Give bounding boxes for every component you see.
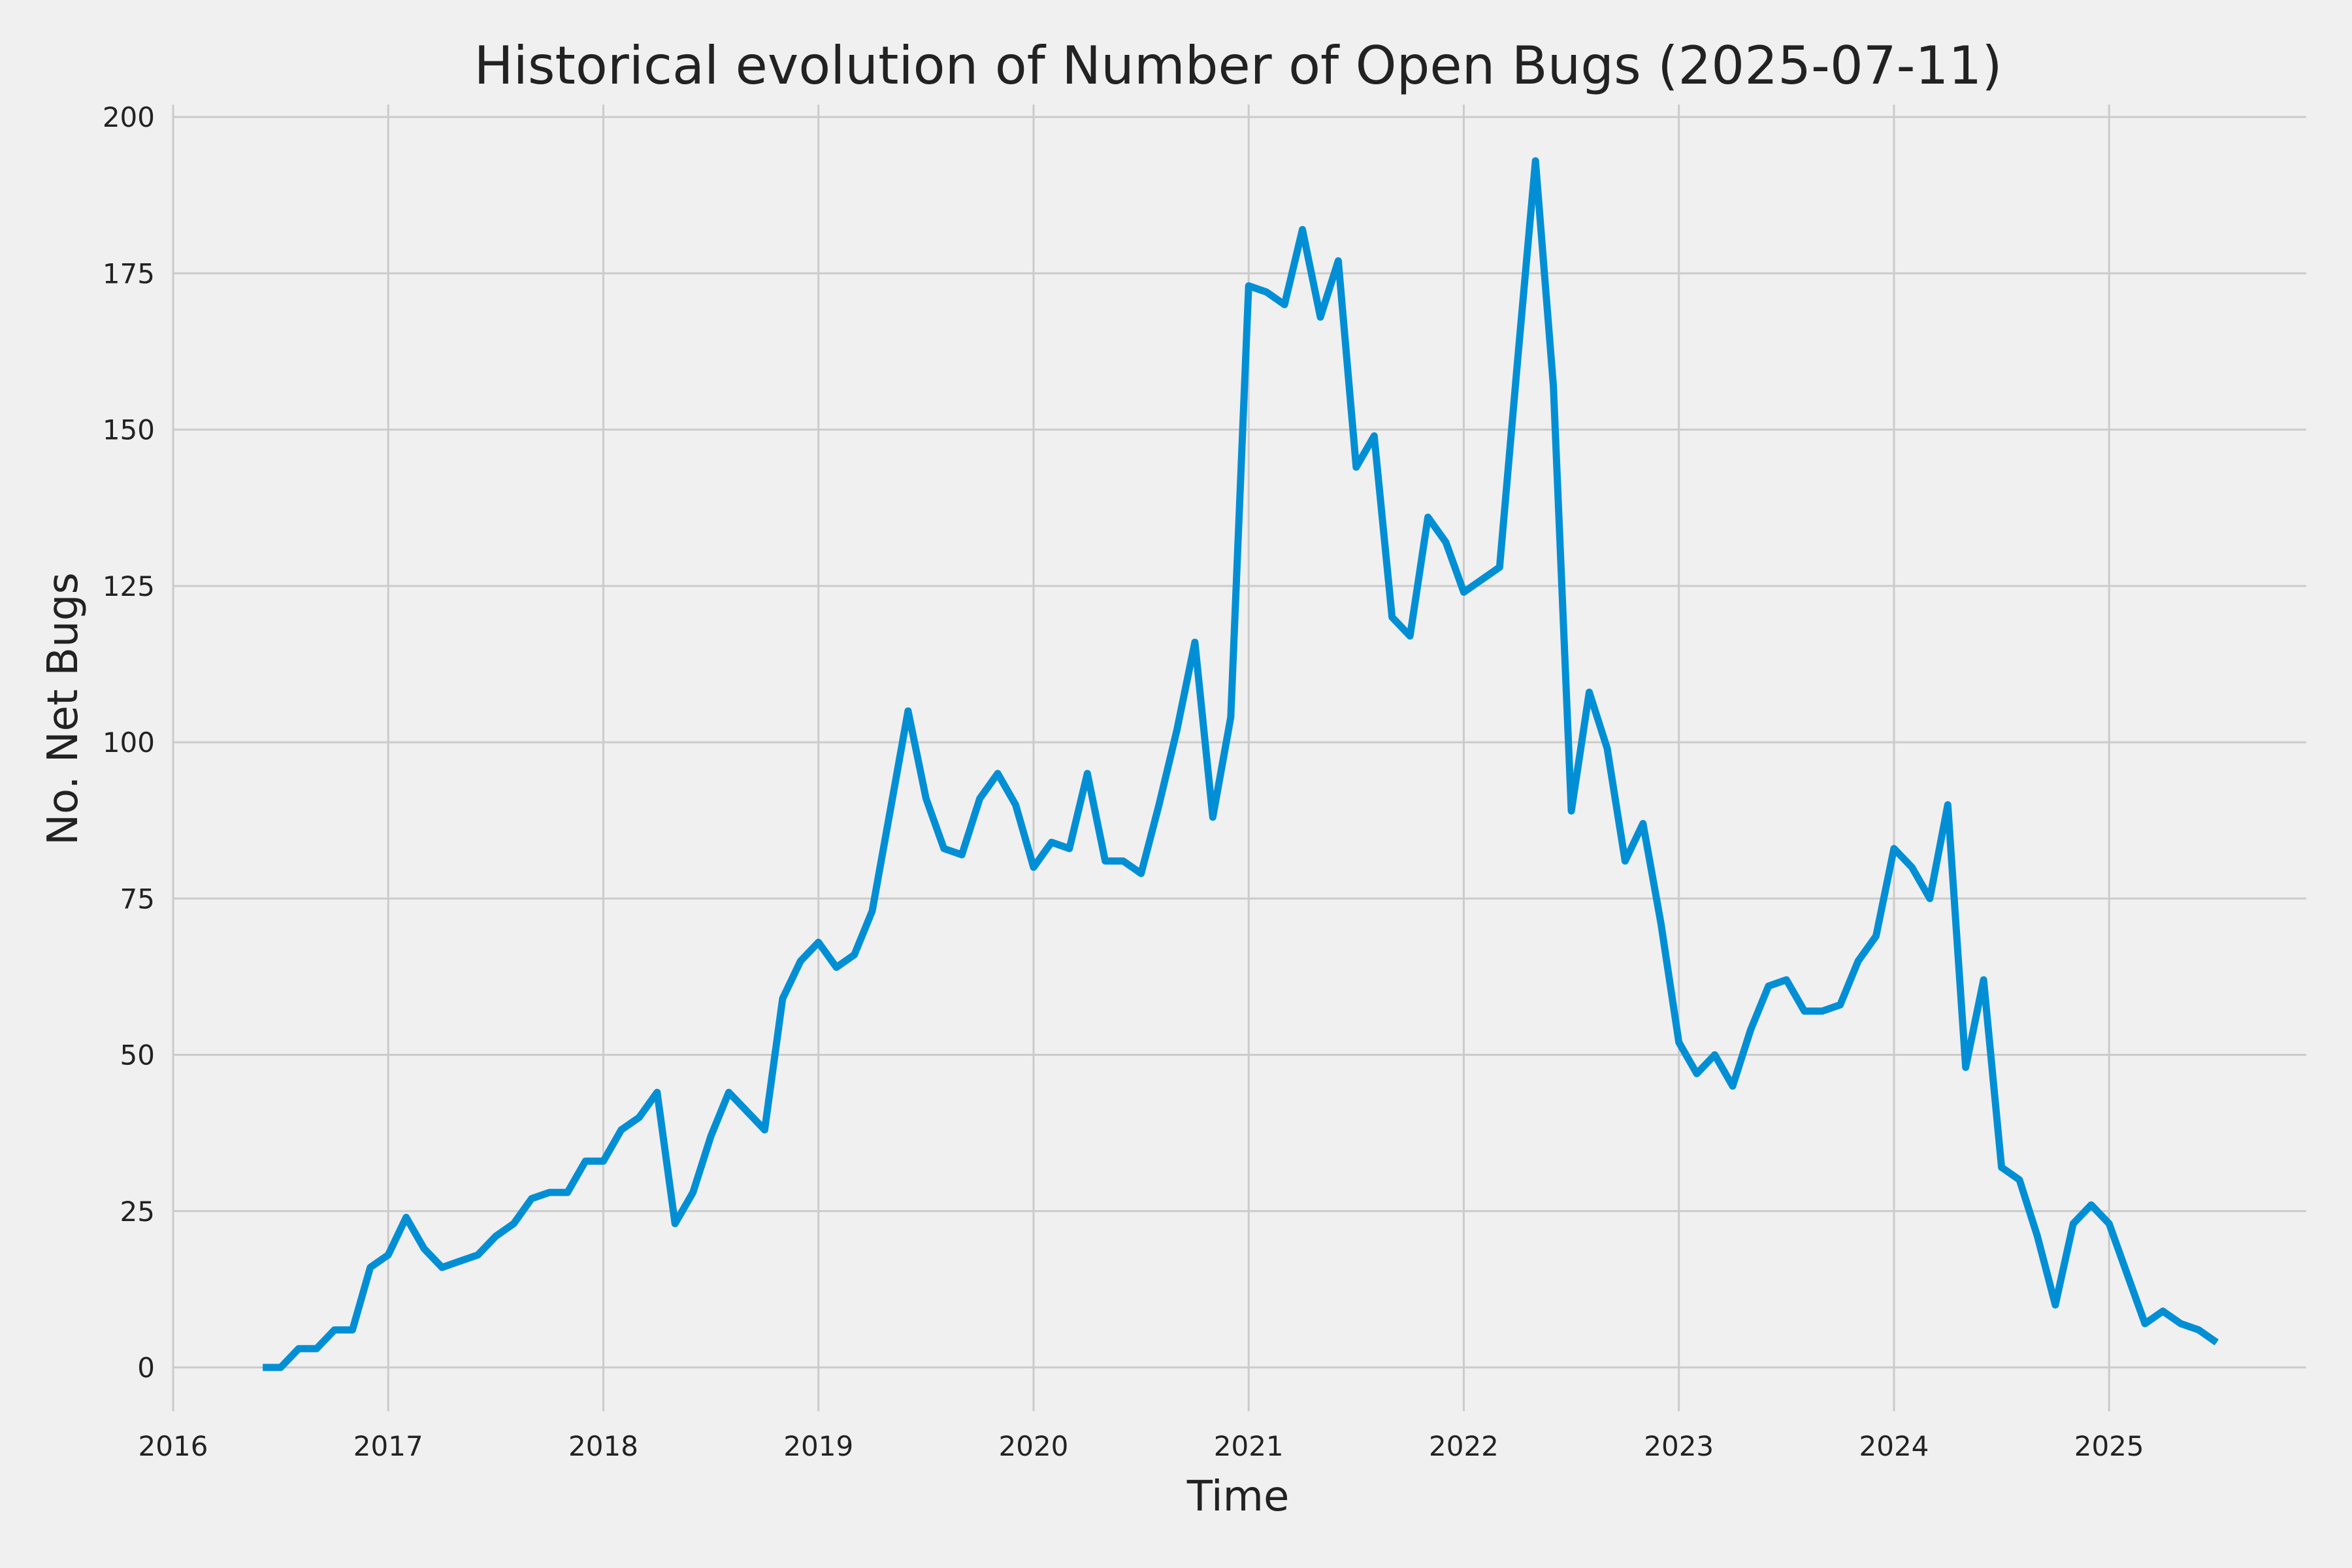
- series-line: [263, 157, 2219, 1371]
- data-point: [2216, 1342, 2217, 1343]
- data-point: [2019, 1179, 2020, 1181]
- data-point: [1284, 304, 1285, 305]
- data-point: [1786, 979, 1787, 981]
- x-tick-label: 2024: [1859, 1430, 1929, 1462]
- y-tick-label: 150: [103, 414, 155, 446]
- data-point: [531, 1198, 532, 1200]
- data-point: [1069, 848, 1070, 849]
- data-point: [2072, 1223, 2074, 1224]
- x-axis-label: Time: [1186, 1473, 1290, 1521]
- x-tick-label: 2016: [139, 1430, 208, 1462]
- y-tick-label: 125: [103, 570, 155, 602]
- data-point: [495, 1235, 497, 1237]
- grid-lines: [172, 105, 2306, 1411]
- data-point: [2036, 1235, 2038, 1237]
- data-point: [1642, 823, 1644, 824]
- data-point: [1122, 860, 1124, 862]
- data-point: [1965, 1067, 1967, 1068]
- y-tick-label: 0: [137, 1352, 155, 1384]
- x-tick-label: 2017: [353, 1430, 423, 1462]
- data-point: [2108, 1223, 2110, 1224]
- x-tick-label: 2025: [2074, 1430, 2144, 1462]
- data-point: [1302, 229, 1303, 230]
- x-tick-label: 2021: [1214, 1430, 1284, 1462]
- data-point: [1033, 866, 1034, 868]
- x-tick-label: 2019: [783, 1430, 853, 1462]
- x-tick-label: 2020: [999, 1430, 1069, 1462]
- data-point: [836, 967, 837, 968]
- data-point: [280, 1367, 282, 1368]
- data-point: [585, 1160, 586, 1162]
- data-point: [800, 960, 801, 962]
- data-point: [1768, 985, 1769, 987]
- data-point: [1158, 804, 1160, 806]
- data-point: [387, 1254, 389, 1256]
- data-point: [316, 1348, 317, 1349]
- data-point: [1678, 1041, 1680, 1043]
- data-point: [1266, 291, 1267, 293]
- data-point: [1857, 960, 1859, 962]
- chart-title: Historical evolution of Number of Open B…: [474, 35, 2002, 96]
- data-point: [943, 848, 945, 849]
- data-point: [1714, 1054, 1716, 1056]
- data-point: [1015, 804, 1017, 806]
- y-tick-label: 75: [120, 883, 155, 915]
- data-point: [638, 1117, 640, 1118]
- data-point: [1589, 692, 1590, 693]
- data-point: [549, 1192, 550, 1193]
- data-point: [1553, 385, 1554, 387]
- data-point: [1051, 841, 1052, 843]
- y-tick-label: 25: [120, 1196, 155, 1228]
- y-tick-label: 50: [120, 1039, 155, 1071]
- x-tick-label: 2023: [1644, 1430, 1714, 1462]
- data-point: [1929, 898, 1931, 899]
- data-point: [1893, 848, 1895, 849]
- y-axis-label: No. Net Bugs: [39, 572, 88, 845]
- data-points: [262, 160, 2217, 1368]
- data-point: [979, 798, 981, 799]
- data-point: [459, 1260, 461, 1262]
- x-tick-label: 2022: [1429, 1430, 1499, 1462]
- y-tick-label: 200: [103, 101, 155, 133]
- y-tick-label: 175: [103, 257, 155, 289]
- x-tick-label: 2018: [568, 1430, 638, 1462]
- data-point: [1086, 773, 1088, 774]
- data-point: [2001, 1167, 2002, 1168]
- data-point: [674, 1223, 676, 1224]
- y-axis-ticks: 0 25 50 75 100 125 150 175 200: [103, 101, 155, 1384]
- data-point: [602, 1160, 604, 1162]
- data-point: [818, 941, 819, 943]
- data-point: [1463, 591, 1464, 593]
- x-axis-ticks: 2016 2017 2018 2019 2020 2021 2022 2023 2024 2025: [139, 1430, 2144, 1462]
- data-point: [567, 1192, 568, 1193]
- y-tick-label: 100: [103, 727, 155, 759]
- data-point: [1499, 566, 1500, 568]
- data-point: [782, 998, 783, 999]
